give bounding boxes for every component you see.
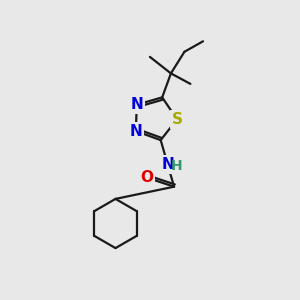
Text: O: O (141, 170, 154, 185)
Text: H: H (170, 159, 182, 173)
Text: S: S (172, 112, 182, 127)
Text: N: N (161, 157, 174, 172)
Text: N: N (130, 97, 143, 112)
Text: N: N (130, 124, 142, 139)
